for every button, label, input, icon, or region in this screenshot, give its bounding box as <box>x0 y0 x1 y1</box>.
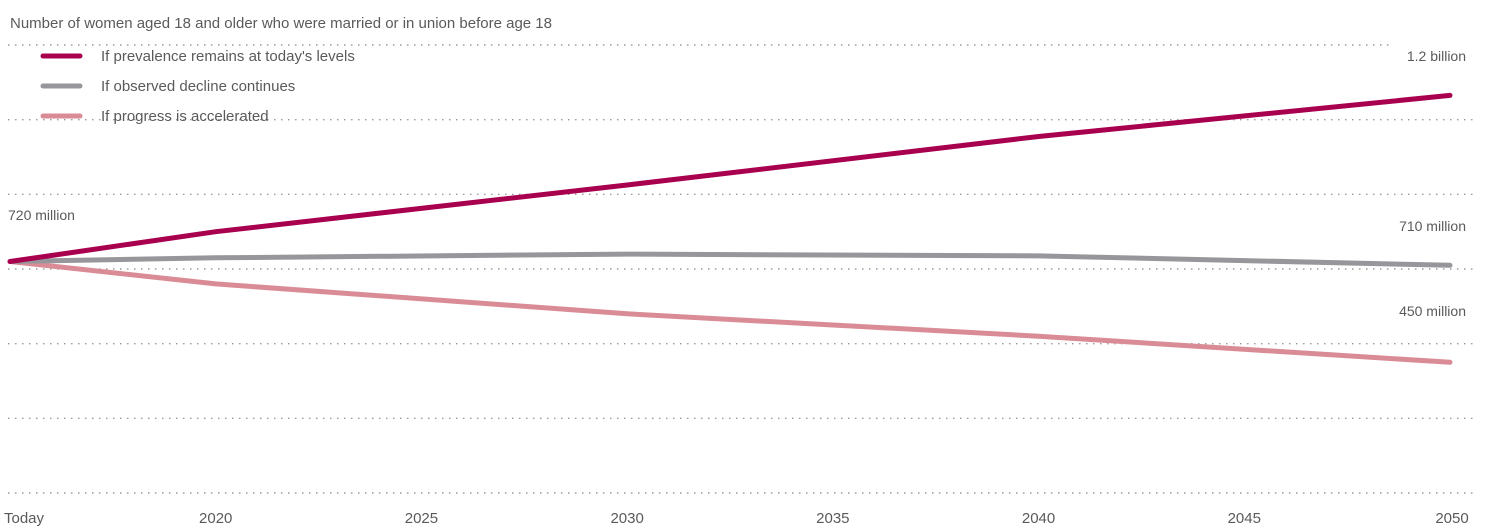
legend-label-decline: If observed decline continues <box>101 78 295 95</box>
x-tick-label: 2030 <box>610 510 643 527</box>
prevalence-end-value-label: 1.2 billion <box>1407 48 1466 64</box>
start-value-label: 720 million <box>8 207 75 223</box>
prevalence-end-label-bg <box>1394 44 1476 66</box>
accelerated-end-value-label: 450 million <box>1399 303 1466 319</box>
start-label-bg <box>4 203 76 225</box>
legend: If prevalence remains at today's levels … <box>40 48 355 125</box>
series-lines <box>7 92 1453 365</box>
decline-end-label-bg <box>1394 214 1476 236</box>
series-line-decline-continues <box>7 251 1453 268</box>
series-line-progress-accelerated <box>7 259 1453 365</box>
decline-end-value-label: 710 million <box>1399 218 1466 234</box>
x-tick-label: 2050 <box>1435 510 1468 527</box>
x-tick-label: Today <box>4 510 45 527</box>
x-axis-ticks: Today 2020 2025 2030 2035 2040 2045 2050 <box>4 510 1469 527</box>
accelerated-end-label-bg <box>1394 299 1476 321</box>
legend-label-prevalence: If prevalence remains at today's levels <box>101 48 355 65</box>
x-tick-label: 2025 <box>405 510 438 527</box>
x-tick-label: 2035 <box>816 510 849 527</box>
x-tick-label: 2045 <box>1228 510 1261 527</box>
chart-title: Number of women aged 18 and older who we… <box>10 15 552 32</box>
x-tick-label: 2020 <box>199 510 232 527</box>
legend-label-accelerated: If progress is accelerated <box>101 108 269 125</box>
x-tick-label: 2040 <box>1022 510 1055 527</box>
series-line-prevalence-constant <box>7 92 1453 264</box>
